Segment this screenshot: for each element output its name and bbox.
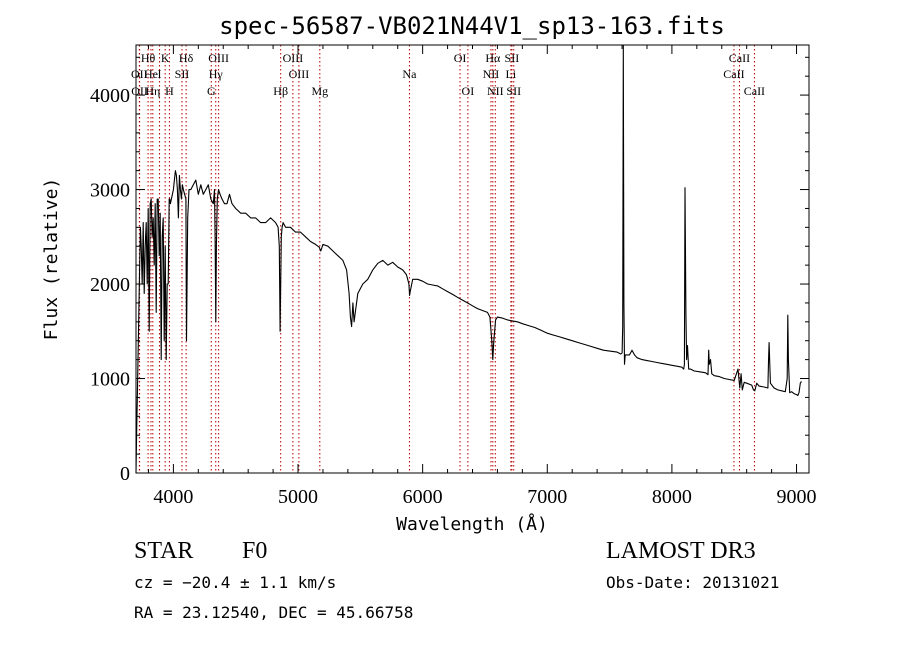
y-tick-label: 0 bbox=[120, 463, 130, 485]
line-marker-label: OIII bbox=[283, 51, 304, 65]
y-tick-label: 4000 bbox=[90, 85, 130, 107]
obs-date: Obs-Date: 20131021 bbox=[606, 573, 780, 592]
line-marker-label: NII bbox=[487, 84, 504, 98]
line-marker-label: Mg bbox=[311, 84, 328, 98]
subclass: F0 bbox=[242, 538, 268, 564]
line-marker-label: G bbox=[207, 84, 216, 98]
line-marker-label: Hδ bbox=[179, 51, 194, 65]
line-marker-label: NII bbox=[483, 67, 500, 81]
line-marker-label: H bbox=[165, 84, 174, 98]
line-marker-label: Hβ bbox=[273, 84, 288, 98]
line-marker-label: Li bbox=[506, 67, 517, 81]
line-marker-label: CaII bbox=[723, 67, 744, 81]
line-markers bbox=[138, 45, 755, 473]
y-tick-label: 3000 bbox=[90, 180, 130, 202]
x-axis-ticks: 4000 5000 6000 7000 8000 9000 bbox=[147, 45, 817, 508]
line-marker-label: SII bbox=[175, 67, 190, 81]
velocity-readout: cz = −20.4 ± 1.1 km/s bbox=[134, 573, 337, 592]
survey-name: LAMOST DR3 bbox=[606, 538, 756, 564]
line-marker-label: OI bbox=[462, 84, 475, 98]
line-marker-label: SII bbox=[506, 84, 521, 98]
line-marker-label: OII bbox=[131, 84, 148, 98]
x-tick-label: 7000 bbox=[527, 486, 567, 508]
y-axis-ticks: 0 1000 2000 3000 4000 bbox=[90, 56, 809, 485]
x-tick-label: 9000 bbox=[777, 486, 817, 508]
line-marker-label: OIII bbox=[208, 51, 229, 65]
line-marker-label: CaII bbox=[744, 84, 765, 98]
y-axis-label: Flux (relative) bbox=[41, 178, 62, 341]
object-class: STAR bbox=[134, 538, 194, 564]
spectrum-line bbox=[135, 44, 802, 474]
line-marker-label: CaII bbox=[729, 51, 750, 65]
line-marker-label: Hθ bbox=[141, 51, 156, 65]
x-tick-label: 4000 bbox=[153, 486, 193, 508]
line-marker-label: I bbox=[158, 67, 162, 81]
line-marker-label: K bbox=[161, 51, 170, 65]
line-marker-label: He bbox=[144, 67, 158, 81]
chart-title: spec-56587-VB021N44V1_sp13-163.fits bbox=[219, 12, 725, 40]
x-tick-label: 8000 bbox=[652, 486, 692, 508]
line-marker-label: Hα bbox=[485, 51, 501, 65]
line-marker-label: OI bbox=[454, 51, 467, 65]
line-marker-label: Na bbox=[402, 67, 417, 81]
line-marker-label: OII bbox=[131, 67, 148, 81]
y-tick-label: 1000 bbox=[90, 369, 130, 391]
plot-frame bbox=[135, 44, 810, 474]
line-marker-label: SII bbox=[505, 51, 520, 65]
y-tick-label: 2000 bbox=[90, 274, 130, 296]
coordinates: RA = 23.12540, DEC = 45.66758 bbox=[134, 603, 414, 622]
x-tick-label: 6000 bbox=[403, 486, 443, 508]
x-tick-label: 5000 bbox=[278, 486, 318, 508]
x-axis-label: Wavelength (Å) bbox=[396, 513, 548, 535]
line-marker-label: Hγ bbox=[209, 67, 224, 81]
line-marker-label: Hη bbox=[145, 84, 160, 98]
line-marker-label: OIII bbox=[289, 67, 310, 81]
